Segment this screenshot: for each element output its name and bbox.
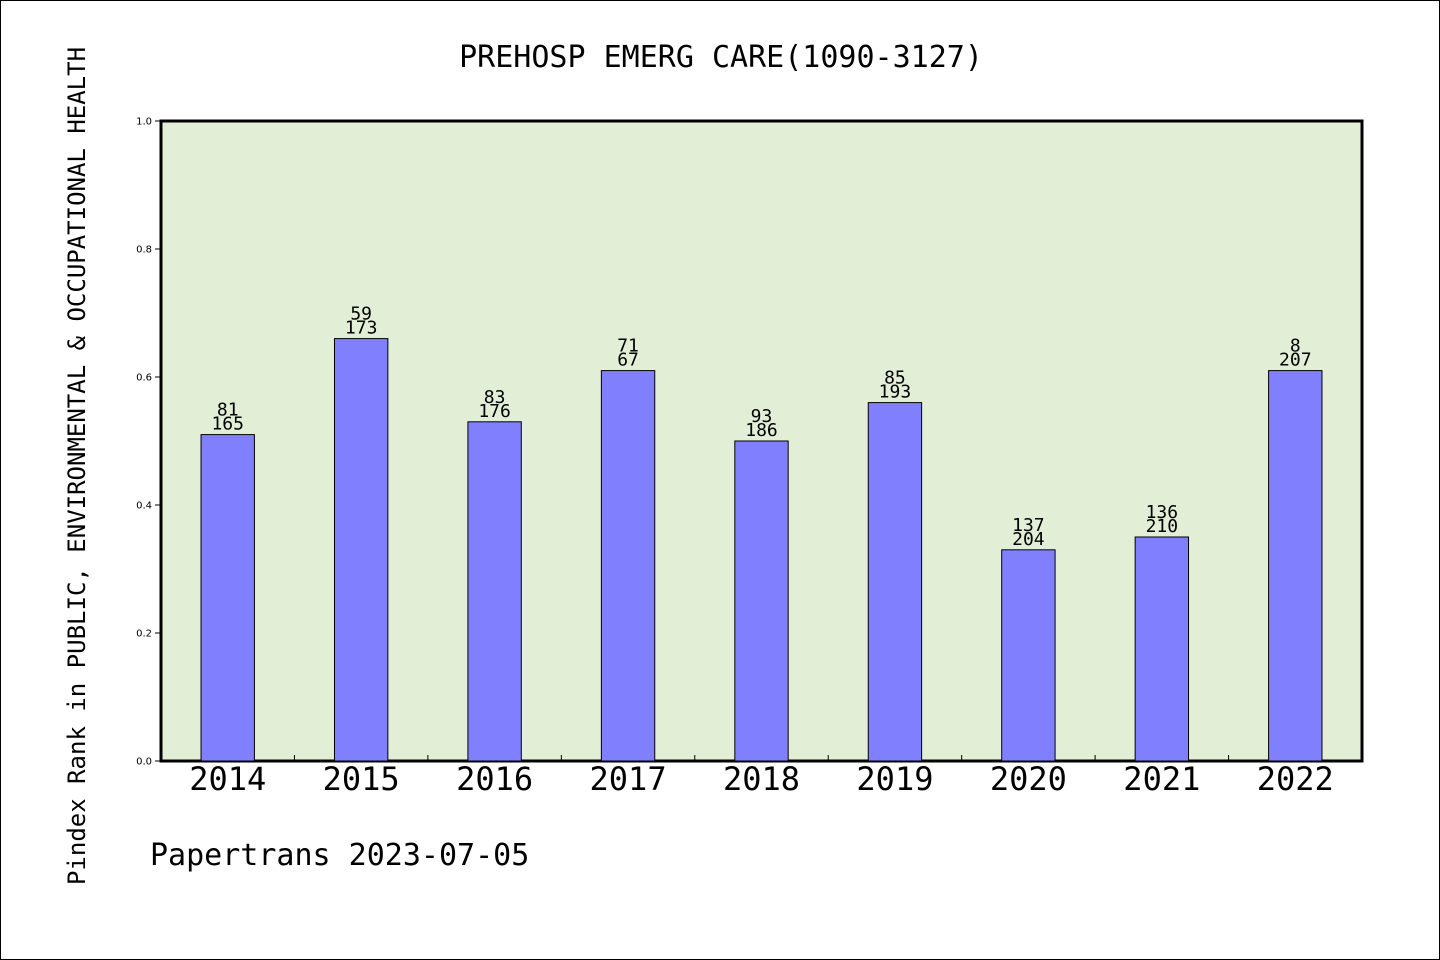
bar xyxy=(867,402,923,762)
y-tick-label: 0.2 xyxy=(136,629,152,640)
bar-label-top: 59 xyxy=(350,304,372,325)
x-tick-label: 2016 xyxy=(456,760,533,798)
bar xyxy=(467,421,522,762)
y-tick-label: 0.6 xyxy=(136,373,152,384)
y-tick-label: 1.0 xyxy=(136,117,152,128)
bar-label-bottom: 193 xyxy=(879,382,912,403)
bar-label-top: 93 xyxy=(751,406,773,427)
bar-label-bottom: 165 xyxy=(211,414,244,435)
bar xyxy=(600,370,656,762)
x-tick-label: 2017 xyxy=(590,760,667,798)
footer-credit: Papertrans 2023-07-05 xyxy=(150,838,529,873)
bar-label-top: 8 xyxy=(1290,336,1301,357)
y-axis-label: Pindex Rank in PUBLIC, ENVIRONMENTAL & O… xyxy=(63,47,91,885)
bar xyxy=(1268,370,1323,762)
x-tick-label: 2019 xyxy=(856,760,933,798)
bar-label-bottom: 186 xyxy=(745,420,778,441)
bar-label-top: 71 xyxy=(617,336,639,357)
bar xyxy=(1134,536,1190,762)
y-tick-label: 0.4 xyxy=(136,501,152,512)
bar-label-top: 85 xyxy=(884,368,906,389)
y-tick-label: 0.0 xyxy=(136,757,152,768)
bar-label-top: 81 xyxy=(217,400,239,421)
x-tick-label: 2015 xyxy=(323,760,400,798)
chart-title: PREHOSP EMERG CARE(1090-3127) xyxy=(459,40,983,75)
bar-label-bottom: 210 xyxy=(1146,516,1179,537)
bar-label-bottom: 204 xyxy=(1012,529,1045,550)
x-tick-label: 2014 xyxy=(189,760,266,798)
bar-label-bottom: 173 xyxy=(345,318,378,339)
bar-label-top: 136 xyxy=(1146,502,1179,523)
x-tick-label: 2020 xyxy=(990,760,1067,798)
bar-label-top: 83 xyxy=(484,387,506,408)
bar-label-bottom: 207 xyxy=(1279,350,1312,371)
bar-label-bottom: 67 xyxy=(617,350,639,371)
x-tick-label: 2021 xyxy=(1123,760,1200,798)
y-tick-label: 0.8 xyxy=(136,245,152,256)
bar xyxy=(200,434,255,762)
bar-label-bottom: 176 xyxy=(478,401,511,422)
bar-label-top: 137 xyxy=(1012,515,1045,536)
bar xyxy=(734,440,789,762)
x-tick-label: 2022 xyxy=(1257,760,1334,798)
bar xyxy=(333,338,389,762)
bar xyxy=(1001,549,1056,762)
x-tick-label: 2018 xyxy=(723,760,800,798)
